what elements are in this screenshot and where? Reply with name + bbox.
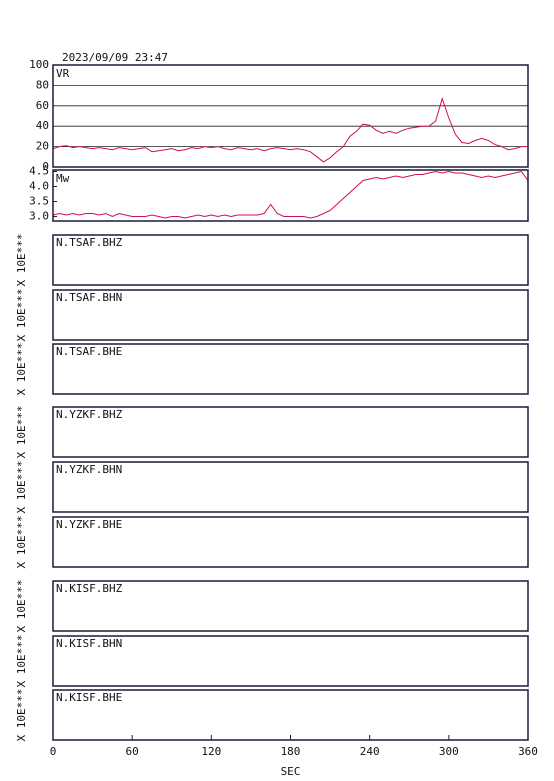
y-axis-label: X 10E***: [15, 689, 28, 742]
x-tick-label: 300: [439, 745, 459, 758]
y-axis-label: X 10E***: [15, 516, 28, 569]
data-line: [52, 97, 528, 163]
waveform-panel: [52, 461, 529, 513]
station-label: N.TSAF.BHE: [56, 345, 122, 358]
panel-frame: [52, 169, 529, 222]
y-tick-label: 4.5: [29, 165, 49, 178]
y-axis-label: X 10E***: [15, 580, 28, 633]
panel-frame: [52, 64, 529, 168]
waveform-panel: [52, 343, 529, 395]
y-axis-label: X 10E***: [15, 343, 28, 396]
waveform-panel: [52, 689, 529, 741]
station-label: N.YZKF.BHZ: [56, 408, 123, 421]
y-tick-label: 40: [36, 119, 49, 132]
chart-title: 2023/09/09 23:47: [62, 51, 168, 64]
station-label: N.YZKF.BHE: [56, 518, 122, 531]
x-tick-label: 360: [518, 745, 538, 758]
y-axis-label: X 10E***: [15, 461, 28, 514]
station-label: N.KISF.BHZ: [56, 582, 123, 595]
y-tick-label: 0: [42, 160, 49, 173]
waveform-panel: [52, 234, 529, 286]
y-tick-label: 3.0: [29, 210, 49, 223]
station-label: N.KISF.BHN: [56, 637, 122, 650]
waveform-panel: [52, 406, 529, 458]
station-label: N.TSAF.BHZ: [56, 236, 123, 249]
waveform-panel: [52, 635, 529, 687]
x-axis-label: SEC: [281, 765, 301, 778]
waveform-panel: [52, 580, 529, 632]
y-axis-label: X 10E***: [15, 635, 28, 688]
y-tick-label: 80: [36, 78, 49, 91]
y-axis-label: X 10E***: [15, 406, 28, 459]
panel-label: VR: [56, 67, 70, 80]
data-line: [52, 170, 529, 219]
waveform-panel: [52, 516, 529, 568]
x-tick-label: 0: [50, 745, 57, 758]
y-axis-label: X 10E***: [15, 234, 28, 287]
y-tick-label: 3.5: [29, 195, 49, 208]
x-tick-label: 120: [201, 745, 221, 758]
waveform-panel: [52, 289, 529, 341]
y-axis-label: X 10E***: [15, 289, 28, 342]
y-tick-label: 4.0: [29, 180, 49, 193]
x-tick-label: 180: [281, 745, 301, 758]
panel-label: Mw: [56, 172, 70, 185]
x-tick-label: 240: [360, 745, 380, 758]
y-tick-label: 20: [36, 140, 49, 153]
y-tick-label: 100: [29, 58, 49, 71]
station-label: N.TSAF.BHN: [56, 291, 122, 304]
y-tick-label: 60: [36, 99, 49, 112]
station-label: N.YZKF.BHN: [56, 463, 122, 476]
station-label: N.KISF.BHE: [56, 691, 122, 704]
x-tick-label: 60: [126, 745, 139, 758]
